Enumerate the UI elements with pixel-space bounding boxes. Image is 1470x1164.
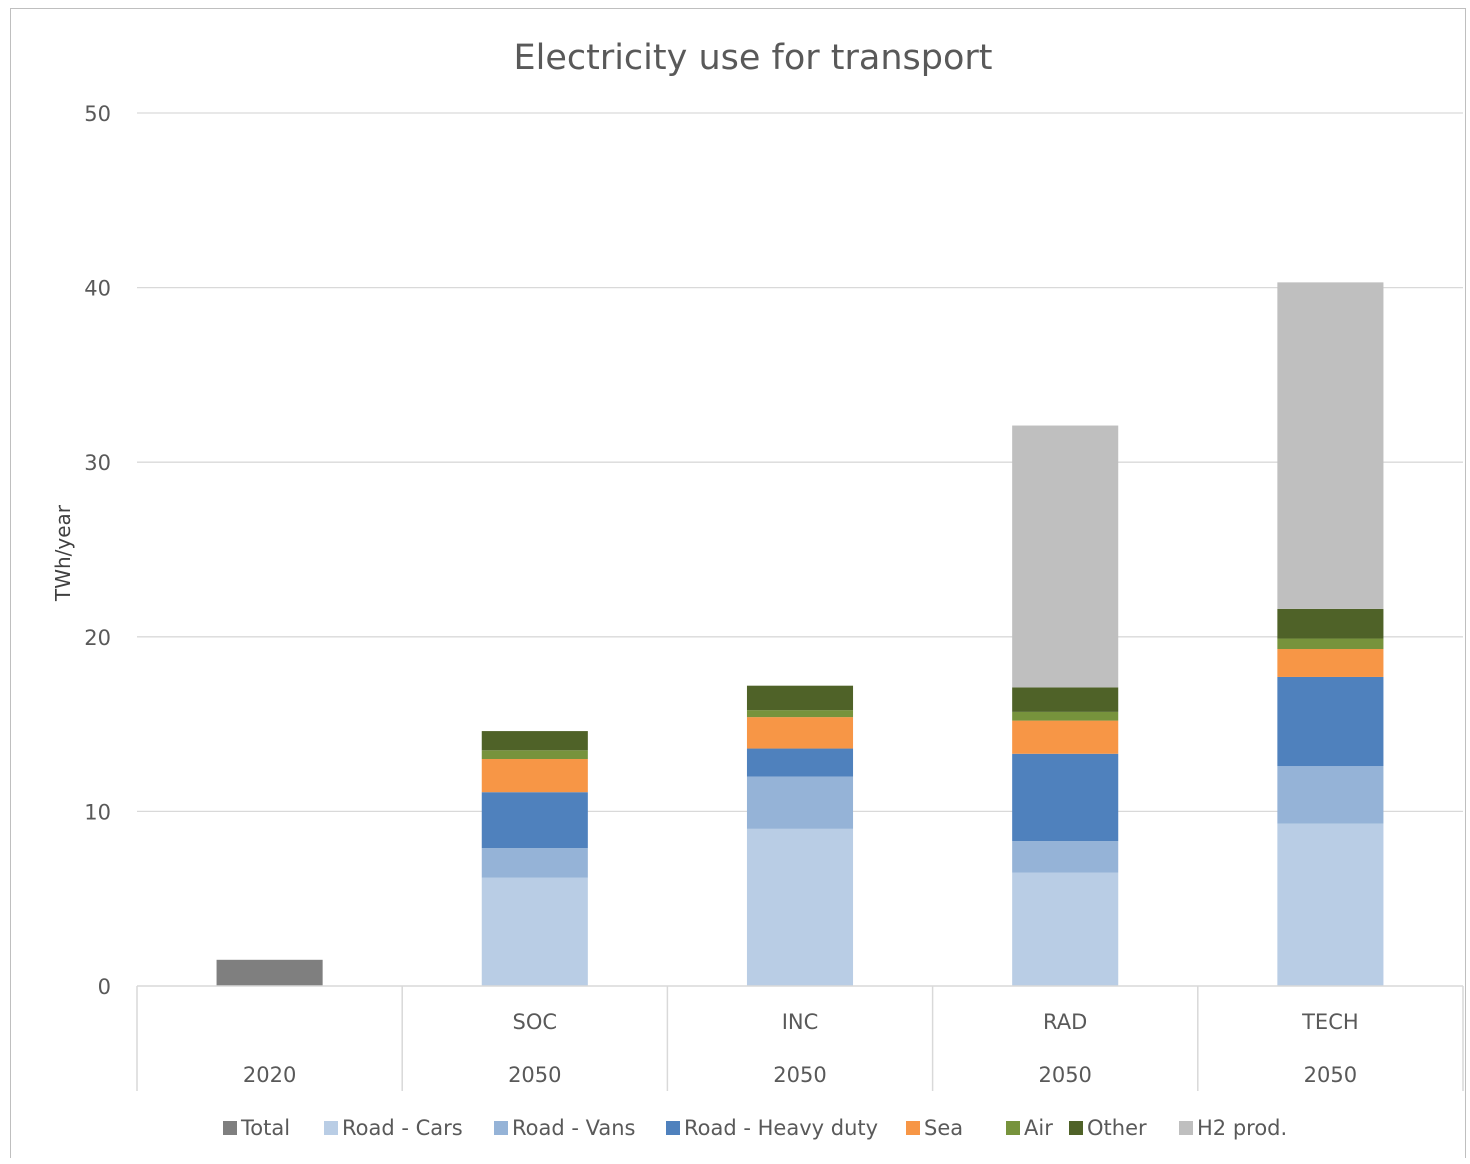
bar-segment bbox=[746, 710, 854, 718]
chart-title: Electricity use for transport bbox=[513, 38, 992, 78]
bar-segment bbox=[481, 848, 588, 878]
category-label-scenario: RAD bbox=[1043, 1010, 1087, 1034]
gridlines bbox=[137, 112, 1463, 813]
bar-segment bbox=[481, 750, 588, 760]
bar-segment bbox=[1012, 425, 1119, 688]
chart-frame: Electricity use for transport 2020 SOC 205… bbox=[10, 8, 1466, 1158]
bar-segment bbox=[1012, 720, 1119, 754]
y-axis-title: TWh/year bbox=[51, 504, 75, 602]
chart-svg: Electricity use for transport 2020SOC205… bbox=[51, 38, 1464, 1140]
bar-segment bbox=[746, 717, 854, 749]
bar-segment bbox=[481, 792, 588, 849]
y-tick-label: 20 bbox=[84, 626, 111, 650]
legend-swatch bbox=[494, 1121, 508, 1135]
legend: Total Road - Cars Road - Vans Road - Heavy … bbox=[223, 1116, 1287, 1140]
legend-label: Sea bbox=[924, 1116, 963, 1140]
y-tick-label: 50 bbox=[84, 102, 111, 126]
bar-segment bbox=[1012, 687, 1119, 712]
bar-segment bbox=[481, 731, 588, 751]
bar-segment bbox=[1277, 766, 1384, 824]
bar-segment bbox=[481, 759, 588, 793]
bar-segment bbox=[746, 685, 854, 711]
legend-swatch bbox=[1006, 1121, 1020, 1135]
bar-segment bbox=[746, 748, 854, 777]
category-label-year: 2050 bbox=[1038, 1063, 1091, 1087]
legend-label: Road - Cars bbox=[342, 1116, 463, 1140]
legend-label: Road - Heavy duty bbox=[684, 1116, 878, 1140]
legend-label: Air bbox=[1024, 1116, 1053, 1140]
legend-swatch bbox=[666, 1121, 680, 1135]
category-label-year: 2050 bbox=[773, 1063, 826, 1087]
legend-label: H2 prod. bbox=[1197, 1116, 1287, 1140]
bar-segment bbox=[1277, 649, 1384, 677]
legend-label: Other bbox=[1087, 1116, 1147, 1140]
bar-segment bbox=[1012, 872, 1119, 986]
category-label-year: 2020 bbox=[243, 1063, 296, 1087]
legend-label: Total bbox=[240, 1116, 290, 1140]
category-label-scenario: TECH bbox=[1301, 1010, 1359, 1034]
y-tick-label: 30 bbox=[84, 451, 111, 475]
y-tick-label: 40 bbox=[84, 277, 111, 301]
legend-swatch bbox=[906, 1121, 920, 1135]
y-tick-labels: 0 10 20 30 40 50 bbox=[84, 102, 111, 999]
bar-segment bbox=[1012, 711, 1119, 721]
legend-label: Road - Vans bbox=[512, 1116, 635, 1140]
y-tick-label: 10 bbox=[84, 800, 111, 824]
legend-swatch bbox=[324, 1121, 338, 1135]
bar-segment bbox=[1277, 608, 1384, 639]
y-tick-label: 0 bbox=[98, 975, 111, 999]
category-label-scenario: INC bbox=[782, 1010, 819, 1034]
bar-segment bbox=[481, 877, 588, 986]
bar-segment bbox=[1277, 676, 1384, 767]
bar-segment bbox=[1012, 753, 1119, 842]
legend-swatch bbox=[1069, 1121, 1083, 1135]
bar-segment bbox=[216, 959, 323, 986]
category-axis: 2020 SOC 2050 INC 2050 RAD 2050 TECH 2050 bbox=[136, 985, 1464, 1091]
bar-segment bbox=[1277, 823, 1384, 986]
category-label-year: 2050 bbox=[1304, 1063, 1357, 1087]
category-label-scenario: SOC bbox=[513, 1010, 558, 1034]
bar-segment bbox=[1277, 638, 1384, 650]
legend-swatch bbox=[223, 1121, 237, 1135]
category-label-year: 2050 bbox=[508, 1063, 561, 1087]
bar-segment bbox=[746, 776, 854, 829]
legend-swatch bbox=[1179, 1121, 1193, 1135]
bars bbox=[216, 282, 1384, 986]
bar-segment bbox=[1277, 282, 1384, 609]
bar-segment bbox=[746, 828, 854, 986]
bar-segment bbox=[1012, 841, 1119, 873]
